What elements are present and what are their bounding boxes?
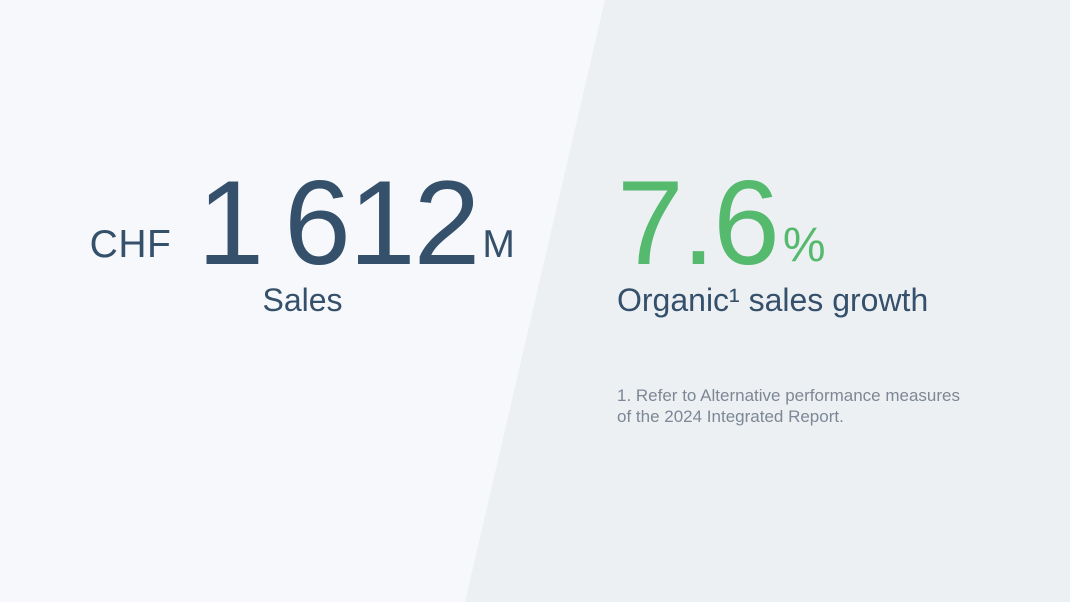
- sales-unit-label: M: [482, 223, 516, 266]
- organic-growth-percent-sign: %: [782, 219, 826, 272]
- sales-label: Sales: [262, 282, 343, 318]
- organic-growth-value: 7.6: [617, 156, 780, 290]
- organic-growth-value-row: 7.6 %: [617, 163, 826, 283]
- organic-growth-label: Organic¹ sales growth: [617, 282, 929, 318]
- footnote-text: 1. Refer to Alternative performance meas…: [617, 386, 960, 426]
- sales-currency-label: CHF: [89, 223, 172, 266]
- sales-value: 1 612: [197, 156, 480, 290]
- organic-growth-stat-block: 7.6 % Organic¹ sales growth 1. Refer to …: [617, 0, 1070, 602]
- sales-stat-block: CHF 1 612 M Sales: [0, 163, 605, 318]
- sales-value-row: CHF 1 612 M: [0, 163, 605, 283]
